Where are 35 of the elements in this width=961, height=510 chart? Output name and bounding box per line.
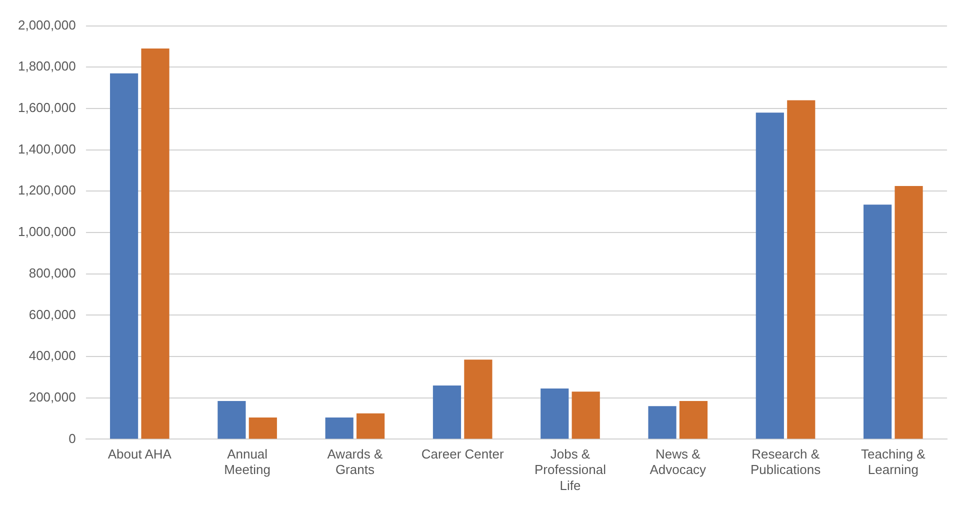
bar bbox=[864, 204, 892, 439]
bar bbox=[356, 413, 385, 439]
bar bbox=[141, 48, 170, 439]
x-tick-label: News & Advocacy bbox=[650, 446, 707, 478]
y-tick-label: 1,800,000 bbox=[18, 58, 76, 74]
bar bbox=[110, 73, 138, 439]
bar bbox=[787, 100, 816, 439]
y-tick-label: 1,000,000 bbox=[18, 224, 76, 240]
bar bbox=[432, 385, 462, 439]
bar bbox=[540, 388, 569, 439]
bar bbox=[756, 112, 784, 439]
x-tick-label: About AHA bbox=[108, 446, 172, 462]
bar bbox=[248, 417, 277, 439]
y-tick-label: 1,600,000 bbox=[18, 100, 76, 116]
bar bbox=[464, 360, 492, 439]
bar bbox=[894, 186, 923, 439]
bar bbox=[648, 406, 676, 439]
x-tick-label: Annual Meeting bbox=[224, 446, 270, 478]
x-tick-label: Awards & Grants bbox=[327, 446, 383, 478]
y-tick-label: 400,000 bbox=[28, 348, 76, 364]
bar bbox=[325, 417, 354, 439]
y-tick-label: 200,000 bbox=[28, 389, 76, 404]
x-tick-label: Teaching & Learning bbox=[861, 446, 926, 478]
bar bbox=[572, 392, 600, 439]
y-tick-label: 1,200,000 bbox=[18, 182, 76, 198]
bar bbox=[679, 400, 708, 439]
y-tick-label: 800,000 bbox=[28, 265, 76, 280]
y-tick-label: 2,000,000 bbox=[18, 17, 76, 32]
y-tick-label: 1,400,000 bbox=[18, 141, 76, 156]
y-tick-label: 600,000 bbox=[28, 306, 76, 322]
x-tick-label: Jobs & Professional Life bbox=[534, 446, 606, 493]
x-tick-label: Career Center bbox=[421, 446, 504, 462]
x-tick-label: Research & Publications bbox=[750, 446, 822, 478]
y-tick-label: 0 bbox=[68, 430, 76, 446]
bar bbox=[218, 400, 246, 439]
